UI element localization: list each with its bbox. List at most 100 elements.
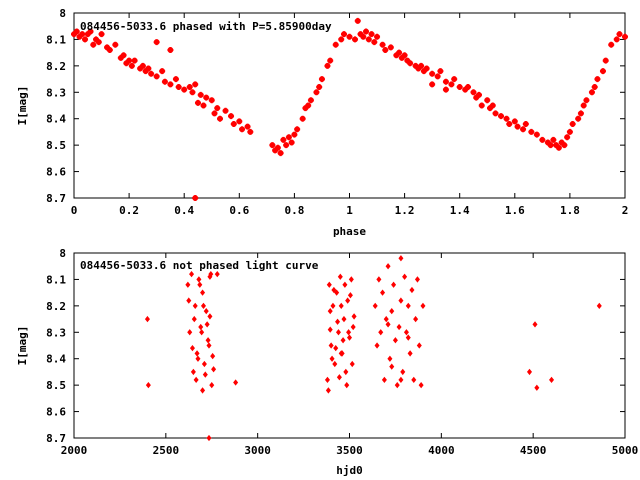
unphased-light-curve-panel: 2000 2500 3000 3500 4000 4500 5000 88.18.28.38… xyxy=(16,247,638,477)
phased-data-point xyxy=(186,84,193,90)
unphased-data-point xyxy=(405,334,411,341)
unphased-data-point xyxy=(414,276,420,283)
phased-y-tick-label: 8.1 xyxy=(46,33,66,46)
phased-data-point xyxy=(203,94,210,101)
phased-data-point xyxy=(528,128,535,135)
phased-x-tick-label: 1.8 xyxy=(560,204,580,217)
phased-data-point xyxy=(294,126,301,133)
unphased-data-point xyxy=(208,271,214,278)
unphased-data-point xyxy=(378,329,384,336)
unphased-data-points xyxy=(144,255,602,442)
phased-data-point xyxy=(274,144,281,151)
unphased-y-tick-label: 8.1 xyxy=(46,273,66,286)
phased-data-point xyxy=(396,49,403,56)
unphased-x-tick-label: 2500 xyxy=(153,444,180,457)
phased-data-point xyxy=(230,121,237,127)
unphased-data-point xyxy=(206,342,212,349)
unphased-data-point xyxy=(325,387,331,394)
unphased-data-point xyxy=(398,255,404,262)
unphased-data-point xyxy=(185,281,191,288)
unphased-data-point xyxy=(327,308,333,315)
unphased-data-point xyxy=(145,382,151,389)
phased-data-point xyxy=(288,139,295,146)
unphased-data-point xyxy=(186,297,192,304)
unphased-data-point xyxy=(534,384,540,391)
phased-data-point xyxy=(285,134,292,141)
unphased-data-point xyxy=(396,323,402,331)
phased-y-tick-label: 8 xyxy=(59,7,66,20)
phased-data-point xyxy=(299,115,306,122)
phased-data-point xyxy=(142,68,149,75)
unphased-data-point xyxy=(205,337,211,344)
phased-data-point xyxy=(139,62,146,69)
phased-y-tick-label: 8.7 xyxy=(46,192,66,205)
unphased-data-point xyxy=(210,352,216,360)
phased-data-point xyxy=(208,97,215,104)
phased-data-point xyxy=(473,94,480,101)
unphased-data-point xyxy=(374,342,380,349)
phased-data-point xyxy=(222,107,229,114)
phased-data-point xyxy=(602,57,609,64)
phased-data-point xyxy=(492,110,499,117)
unphased-x-tick-labels: 2000 2500 3000 3500 4000 4500 5000 xyxy=(61,444,639,457)
phased-y-tick-labels: 8 8.1 8.2 8.3 8.4 8.5 8.6 8.7 xyxy=(46,7,66,205)
phased-x-tick-label: 0.2 xyxy=(119,204,139,217)
phased-data-point xyxy=(456,84,463,90)
phased-data-point xyxy=(73,28,80,35)
phased-data-point xyxy=(382,47,389,53)
phased-data-point xyxy=(161,78,168,85)
unphased-x-tick-label: 4500 xyxy=(520,444,547,457)
phased-data-point xyxy=(128,62,135,69)
phased-y-tick-label: 8.5 xyxy=(46,139,66,152)
phased-data-point xyxy=(363,28,370,35)
phased-data-point xyxy=(487,105,494,112)
unphased-data-point xyxy=(381,376,387,383)
phased-data-point xyxy=(153,39,160,46)
phased-data-point xyxy=(566,128,573,135)
phased-data-point xyxy=(357,31,364,38)
phased-y-tick-label: 8.3 xyxy=(46,86,66,99)
unphased-y-tick-label: 8.6 xyxy=(46,406,66,419)
unphased-data-point xyxy=(338,350,344,357)
phased-data-point xyxy=(591,84,598,90)
unphased-data-point xyxy=(405,302,411,309)
unphased-data-point xyxy=(193,376,199,383)
phased-y-axis-label: I[mag] xyxy=(16,86,29,126)
phased-data-point xyxy=(167,47,174,53)
phased-data-point xyxy=(429,81,436,88)
phased-data-point xyxy=(316,84,323,90)
unphased-y-tick-label: 8.4 xyxy=(46,353,66,366)
phased-data-point xyxy=(550,136,557,143)
phased-data-point xyxy=(84,31,91,38)
phased-data-point xyxy=(547,142,554,149)
phased-data-point xyxy=(98,31,105,38)
phased-data-point xyxy=(90,41,97,48)
phased-x-tick-label: 1.6 xyxy=(505,204,525,217)
phased-data-point xyxy=(123,60,130,67)
unphased-data-point xyxy=(350,323,356,331)
phased-data-point xyxy=(555,144,562,151)
phased-data-point xyxy=(451,76,458,83)
unphased-data-point xyxy=(532,321,538,328)
phased-data-point xyxy=(93,36,100,43)
unphased-data-point xyxy=(400,368,406,376)
phased-data-point xyxy=(580,102,587,109)
unphased-data-point xyxy=(197,281,203,288)
phased-data-point xyxy=(228,113,235,120)
unphased-data-point xyxy=(385,263,391,270)
phased-data-point xyxy=(194,99,201,106)
unphased-axis-ticks xyxy=(73,252,626,439)
phased-data-point xyxy=(175,84,182,90)
unphased-data-point xyxy=(204,321,210,328)
unphased-y-tick-labels: 8 8.1 8.2 8.3 8.4 8.5 8.6 8.7 xyxy=(46,247,66,445)
unphased-data-point xyxy=(345,297,351,304)
phased-data-point xyxy=(318,76,325,83)
unphased-data-point xyxy=(200,387,206,394)
unphased-plot-title: 084456-5033.6 not phased light curve xyxy=(80,259,319,272)
phased-data-point xyxy=(137,65,144,72)
phased-x-tick-label: 1.4 xyxy=(450,204,470,217)
phased-data-point xyxy=(544,139,551,146)
unphased-data-point xyxy=(337,273,343,280)
phased-x-tick-label: 0 xyxy=(71,204,78,217)
